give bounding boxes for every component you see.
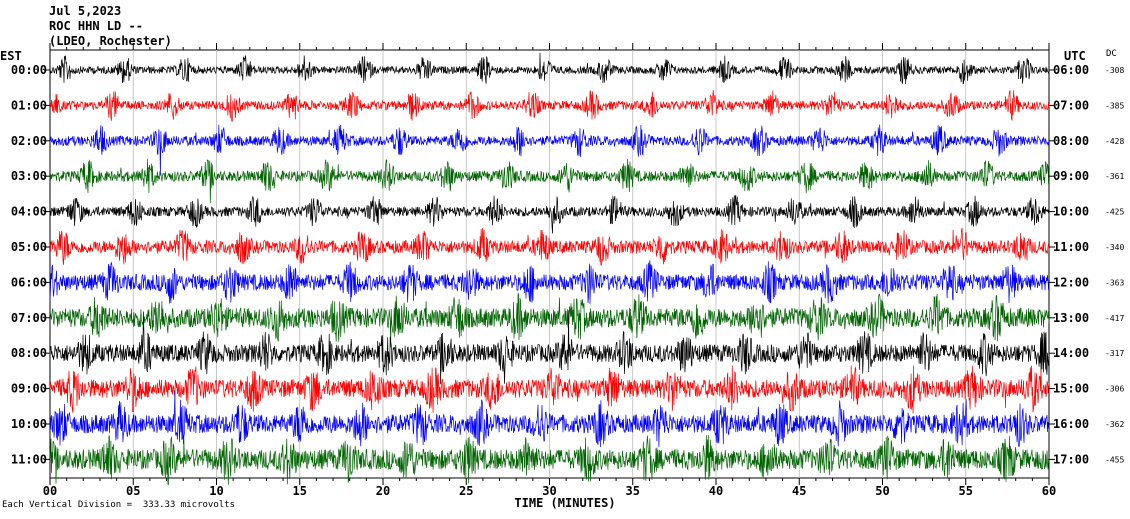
utc-hour-label: 07:00 [1053, 98, 1089, 112]
seismic-trace [49, 292, 1050, 348]
x-tick-label: 10 [209, 484, 223, 498]
est-axis-label: EST [0, 49, 22, 63]
est-hour-label: 05:00 [11, 240, 47, 254]
chart-date: Jul 5,2023 [49, 4, 122, 18]
dc-offset-label: -308 [1105, 66, 1124, 75]
dc-offset-label: -428 [1105, 137, 1124, 146]
est-hour-label: 07:00 [11, 311, 47, 325]
seismic-trace [49, 390, 1050, 448]
x-tick-label: 25 [459, 484, 473, 498]
x-tick-label: 50 [875, 484, 889, 498]
seismic-trace [49, 310, 1050, 385]
est-hour-label: 00:00 [11, 63, 47, 77]
chart-network: (LDEO, Rochester) [49, 34, 172, 48]
utc-hour-label: 08:00 [1053, 134, 1089, 148]
x-axis-label: TIME (MINUTES) [514, 496, 616, 510]
dc-offset-label: -317 [1105, 349, 1124, 358]
x-tick-label: 00 [43, 484, 57, 498]
est-hour-label: 10:00 [11, 417, 47, 431]
x-tick-label: 60 [1042, 484, 1056, 498]
seismic-trace [49, 365, 1050, 414]
dc-offset-label: -425 [1105, 208, 1124, 217]
dc-offset-label: -340 [1105, 243, 1124, 252]
utc-hour-label: 14:00 [1053, 346, 1089, 360]
utc-hour-label: 06:00 [1053, 63, 1089, 77]
est-hour-label: 02:00 [11, 134, 47, 148]
dc-offset-label: -361 [1105, 172, 1124, 181]
est-hour-label: 04:00 [11, 205, 47, 219]
seismic-trace [49, 435, 1050, 486]
dc-offset-label: -385 [1105, 101, 1124, 110]
utc-hour-label: 12:00 [1053, 275, 1089, 289]
est-hour-label: 01:00 [11, 98, 47, 112]
est-hour-label: 08:00 [11, 346, 47, 360]
x-tick-label: 55 [959, 484, 973, 498]
dc-offset-label: -363 [1105, 278, 1124, 287]
dc-offset-label: -417 [1105, 314, 1124, 323]
seismic-trace [49, 195, 1050, 234]
est-hour-label: 06:00 [11, 275, 47, 289]
seismic-trace [49, 124, 1050, 176]
seismic-trace [49, 52, 1050, 85]
x-tick-label: 15 [293, 484, 307, 498]
chart-station: ROC HHN LD -- [49, 19, 143, 33]
utc-axis-label: UTC [1064, 49, 1086, 63]
dc-label: DC [1106, 49, 1117, 59]
x-tick-label: 05 [126, 484, 140, 498]
dc-offset-label: -455 [1105, 455, 1124, 464]
est-hour-label: 09:00 [11, 382, 47, 396]
dc-offset-label: -306 [1105, 385, 1124, 394]
utc-hour-label: 11:00 [1053, 240, 1089, 254]
seismic-trace [49, 227, 1050, 266]
utc-hour-label: 09:00 [1053, 169, 1089, 183]
utc-hour-label: 13:00 [1053, 311, 1089, 325]
utc-hour-label: 10:00 [1053, 205, 1089, 219]
seismic-trace [49, 158, 1050, 204]
x-tick-label: 20 [376, 484, 390, 498]
seismic-trace [49, 90, 1050, 122]
seismic-trace [49, 260, 1050, 304]
utc-hour-label: 15:00 [1053, 382, 1089, 396]
x-tick-label: 40 [709, 484, 723, 498]
scale-note: Each Vertical Division = 333.33 microvol… [2, 500, 235, 510]
x-tick-label: 35 [626, 484, 640, 498]
utc-hour-label: 16:00 [1053, 417, 1089, 431]
est-hour-label: 03:00 [11, 169, 47, 183]
x-tick-label: 30 [542, 484, 556, 498]
utc-hour-label: 17:00 [1053, 452, 1089, 466]
dc-offset-label: -362 [1105, 420, 1124, 429]
est-hour-label: 11:00 [11, 452, 47, 466]
x-tick-label: 45 [792, 484, 806, 498]
